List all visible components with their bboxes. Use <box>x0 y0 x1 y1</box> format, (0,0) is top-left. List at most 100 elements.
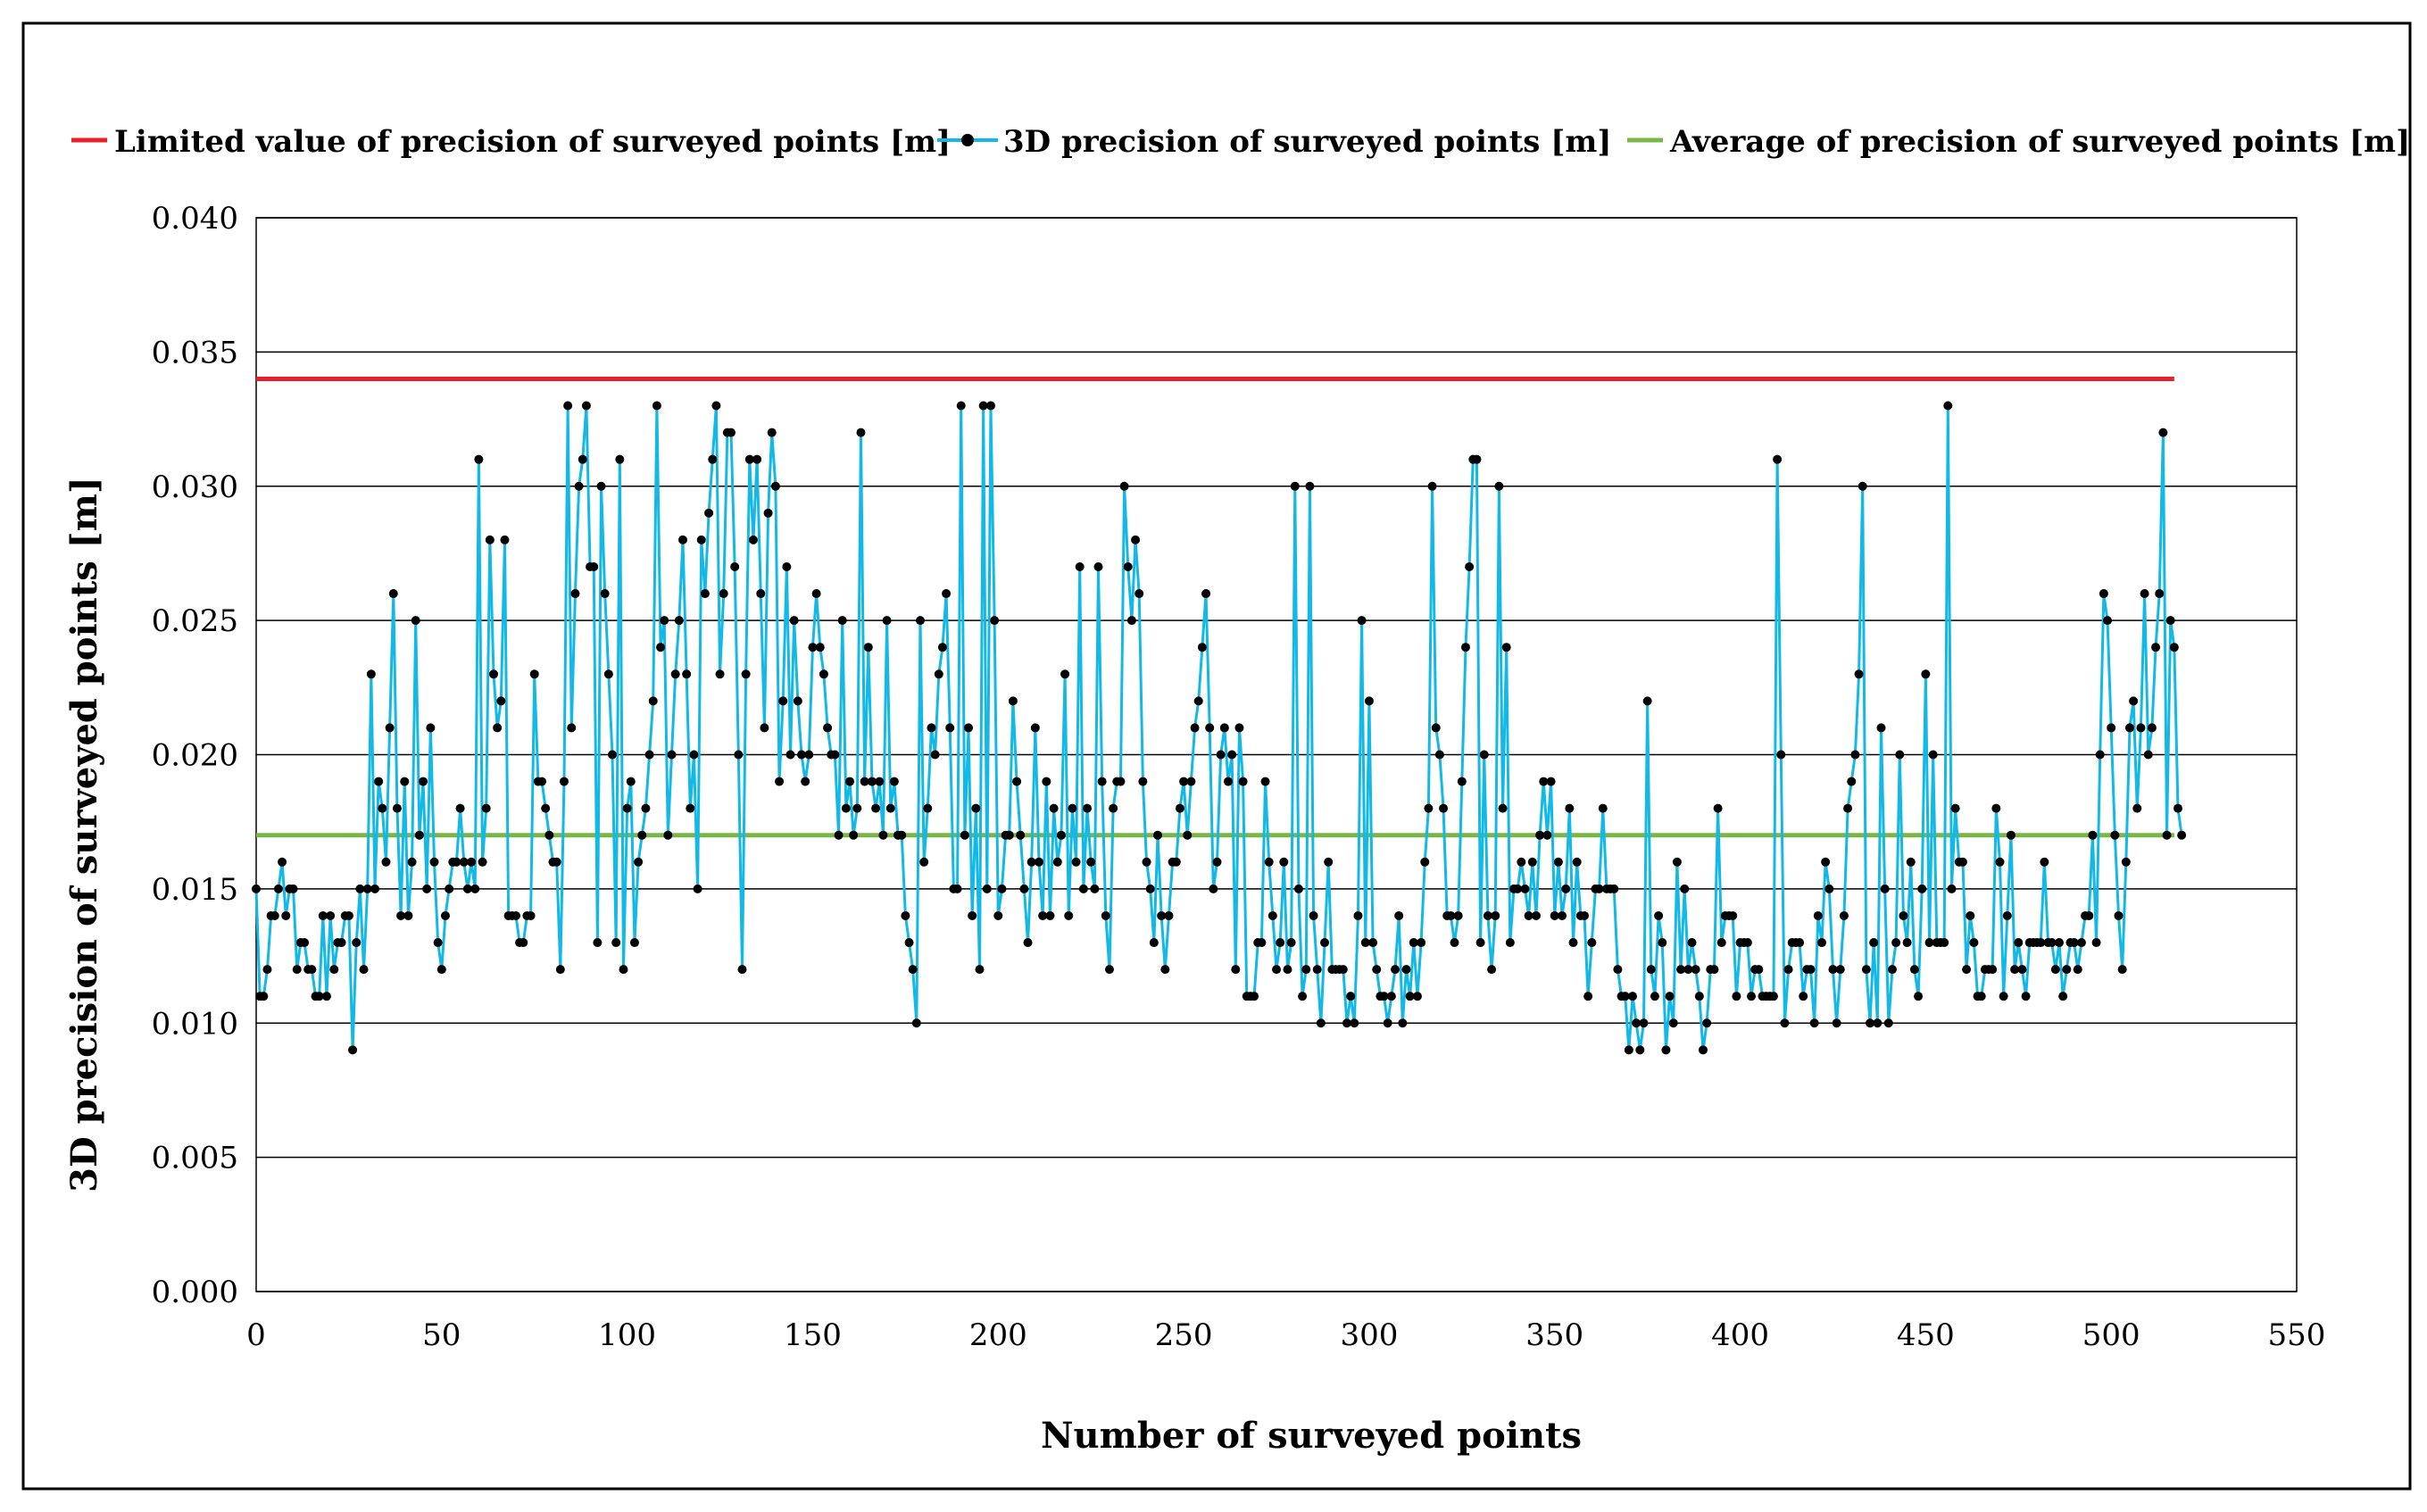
precision-point <box>589 561 599 571</box>
precision-point <box>593 938 603 948</box>
precision-point <box>622 803 632 813</box>
precision-point <box>2151 643 2161 652</box>
precision-point <box>1683 965 1693 975</box>
precision-point <box>997 884 1007 893</box>
precision-point <box>1498 803 1508 813</box>
x-tick-label: 250 <box>1155 1317 1213 1353</box>
precision-point <box>2014 938 2024 948</box>
precision-point <box>785 750 795 760</box>
precision-point <box>2132 803 2142 813</box>
precision-point <box>837 616 847 626</box>
precision-point <box>1483 910 1492 920</box>
precision-point <box>927 723 936 733</box>
precision-point <box>1906 857 1916 867</box>
precision-point <box>1135 589 1144 599</box>
precision-point <box>1513 884 1523 893</box>
precision-point <box>1276 938 1285 948</box>
precision-point <box>496 696 506 706</box>
precision-point <box>637 830 647 840</box>
precision-point <box>348 1045 358 1055</box>
precision-point <box>1535 830 1545 840</box>
precision-point <box>1821 857 1831 867</box>
precision-point <box>1405 992 1415 1001</box>
precision-point <box>1969 938 1979 948</box>
precision-point <box>559 777 569 786</box>
precision-point <box>730 561 740 571</box>
precision-point <box>1090 884 1100 893</box>
precision-point <box>1624 1045 1633 1055</box>
precision-point <box>1561 884 1571 893</box>
precision-point <box>670 669 680 679</box>
precision-point <box>2165 616 2175 626</box>
precision-point <box>689 750 699 760</box>
precision-point <box>1940 938 1949 948</box>
precision-point <box>1658 938 1667 948</box>
precision-point <box>1917 884 1927 893</box>
x-tick-label: 450 <box>1897 1317 1955 1353</box>
precision-point <box>1732 992 1741 1001</box>
precision-point <box>1957 857 1967 867</box>
precision-point <box>885 803 895 813</box>
grid <box>255 217 2298 1292</box>
precision-point <box>1160 965 1170 975</box>
precision-point <box>1056 830 1066 840</box>
precision-point <box>1064 910 1074 920</box>
precision-point <box>1642 696 1652 706</box>
precision-point <box>641 803 651 813</box>
precision-point <box>708 454 718 464</box>
precision-point <box>1668 1018 1678 1028</box>
precision-point <box>1234 723 1244 733</box>
precision-point <box>1943 401 1953 411</box>
precision-point <box>1205 723 1215 733</box>
precision-point <box>1394 910 1404 920</box>
precision-point <box>1175 803 1184 813</box>
precision-point <box>1832 1018 1841 1028</box>
precision-point <box>2088 830 2098 840</box>
precision-point <box>1809 1018 1819 1028</box>
precision-point <box>567 723 577 733</box>
precision-point <box>1078 884 1088 893</box>
precision-point <box>819 669 828 679</box>
precision-point <box>1813 910 1823 920</box>
precision-point <box>378 803 387 813</box>
y-tick-label: 0.005 <box>152 1141 238 1176</box>
precision-point <box>1579 910 1589 920</box>
precision-point <box>1628 992 1638 1001</box>
precision-point <box>1250 992 1259 1001</box>
precision-point <box>860 777 869 786</box>
precision-point <box>1457 777 1467 786</box>
precision-point <box>1123 561 1133 571</box>
precision-point <box>823 723 833 733</box>
precision-point <box>1398 1018 1408 1028</box>
precision-point <box>489 669 499 679</box>
precision-point <box>734 750 744 760</box>
legend-precision-marker <box>961 134 974 146</box>
precision-point <box>529 669 539 679</box>
precision-point <box>2173 803 2182 813</box>
precision-point <box>1754 965 1764 975</box>
precision-point <box>2129 696 2139 706</box>
precision-point <box>1880 884 1890 893</box>
precision-point <box>603 669 613 679</box>
precision-point <box>1309 910 1318 920</box>
precision-point <box>2099 589 2108 599</box>
precision-point <box>1193 696 1203 706</box>
precision-point <box>1806 965 1816 975</box>
precision-point <box>1966 910 1975 920</box>
precision-point <box>2069 938 2079 948</box>
y-tick-label: 0.030 <box>152 469 238 505</box>
precision-point <box>2073 965 2082 975</box>
precision-point <box>1950 803 1960 813</box>
precision-point <box>608 750 618 760</box>
precision-point <box>2140 589 2149 599</box>
precision-point <box>2143 750 2153 760</box>
precision-point <box>1186 777 1196 786</box>
precision-point <box>2110 830 2120 840</box>
precision-point <box>1049 803 1059 813</box>
precision-point <box>2169 643 2179 652</box>
precision-point <box>811 589 821 599</box>
precision-point <box>1609 884 1619 893</box>
precision-point <box>1928 750 1938 760</box>
precision-point <box>344 910 353 920</box>
precision-point <box>1386 992 1396 1001</box>
